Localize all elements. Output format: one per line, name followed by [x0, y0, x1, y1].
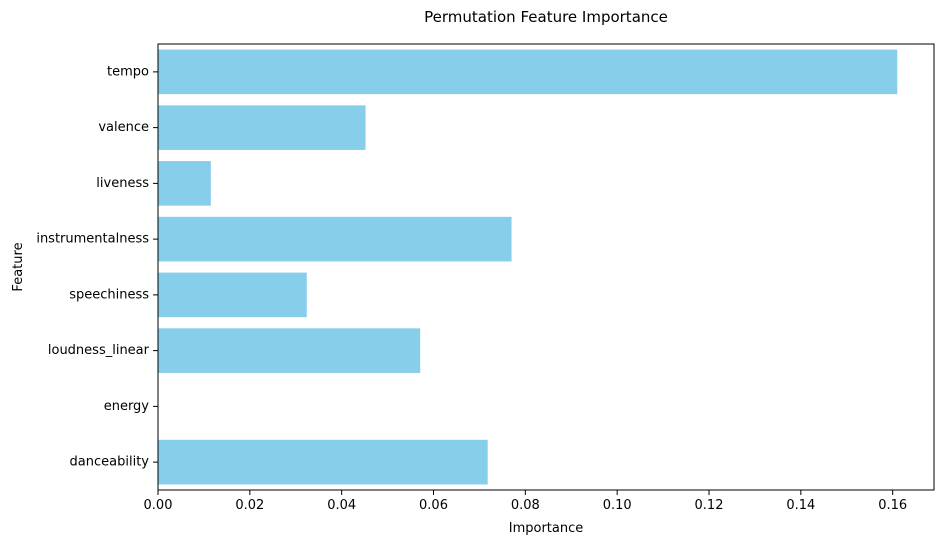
ticks: danceability energy loudness_linear speechi… — [36, 64, 907, 513]
chart-title: Permutation Feature Importance — [424, 8, 668, 26]
y-tick-label: liveness — [96, 176, 149, 191]
y-axis-title: Feature — [11, 242, 26, 291]
bar-danceability — [158, 439, 488, 485]
x-tick-label: 0.14 — [786, 498, 815, 513]
bar-speechiness — [158, 272, 307, 318]
y-tick-label: instrumentalness — [36, 232, 149, 247]
bars — [158, 49, 898, 485]
y-tick-label: loudness_linear — [48, 343, 150, 358]
x-tick-label: 0.10 — [603, 498, 632, 513]
bar-valence — [158, 105, 366, 150]
y-tick-label: valence — [98, 120, 149, 135]
bar-instrumentalness — [158, 216, 512, 262]
x-axis-title: Importance — [509, 521, 584, 536]
x-tick-label: 0.12 — [695, 498, 724, 513]
y-tick-label: danceability — [70, 455, 150, 470]
x-tick-label: 0.08 — [511, 498, 540, 513]
x-tick-label: 0.02 — [235, 498, 264, 513]
x-tick-label: 0.04 — [327, 498, 356, 513]
plot-frame — [157, 43, 935, 491]
y-tick-label: energy — [104, 399, 150, 414]
bar-liveness — [158, 161, 211, 206]
x-tick-label: 0.16 — [878, 498, 907, 513]
y-tick-label: tempo — [107, 64, 149, 79]
x-tick-label: 0.00 — [144, 498, 173, 513]
y-tick-label: speechiness — [69, 287, 149, 302]
x-tick-label: 0.06 — [419, 498, 448, 513]
bar-tempo — [158, 49, 898, 95]
bar-loudness-linear — [158, 328, 421, 373]
